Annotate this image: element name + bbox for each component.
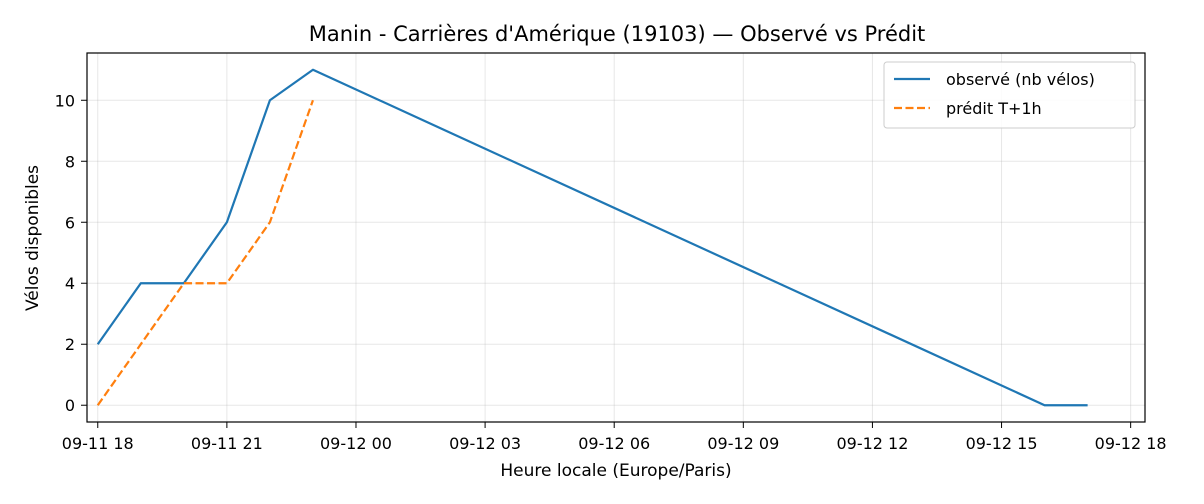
series-layer xyxy=(96,68,1088,407)
chart-title: Manin - Carrières d'Amérique (19103) — O… xyxy=(309,22,926,46)
legend-label-1: observé (nb vélos) xyxy=(946,70,1095,89)
x-axis-label: Heure locale (Europe/Paris) xyxy=(500,461,731,481)
x-tick-label: 09-12 18 xyxy=(1095,434,1167,453)
y-tick-label: 2 xyxy=(65,335,75,354)
plot-frame xyxy=(86,52,1146,423)
x-tick-label: 09-12 09 xyxy=(707,434,779,453)
x-tick-label: 09-12 06 xyxy=(578,434,650,453)
y-tick-label: 8 xyxy=(65,152,75,171)
x-tick-label: 09-12 03 xyxy=(449,434,521,453)
y-tick-label: 0 xyxy=(65,396,75,415)
ticks-layer: 09-11 18 09-11 21 09-12 00 09-12 03 09-12 06… xyxy=(55,91,1167,453)
legend-label-2: prédit T+1h xyxy=(946,99,1042,118)
y-tick-label: 4 xyxy=(65,274,75,293)
grid-layer xyxy=(87,53,1145,422)
x-tick-label: 09-12 12 xyxy=(836,434,908,453)
y-tick-label: 10 xyxy=(55,91,75,110)
x-tick-label: 09-12 00 xyxy=(320,434,392,453)
y-axis-label: Vélos disponibles xyxy=(23,165,43,311)
x-tick-label: 09-11 21 xyxy=(191,434,263,453)
legend: observé (nb vélos) prédit T+1h xyxy=(883,61,1136,129)
legend-box xyxy=(883,61,1136,129)
series-line-2 xyxy=(96,99,314,406)
y-tick-label: 6 xyxy=(65,213,75,232)
x-tick-label: 09-11 18 xyxy=(62,434,134,453)
x-tick-label: 09-12 15 xyxy=(966,434,1038,453)
series-line-1 xyxy=(96,68,1088,407)
